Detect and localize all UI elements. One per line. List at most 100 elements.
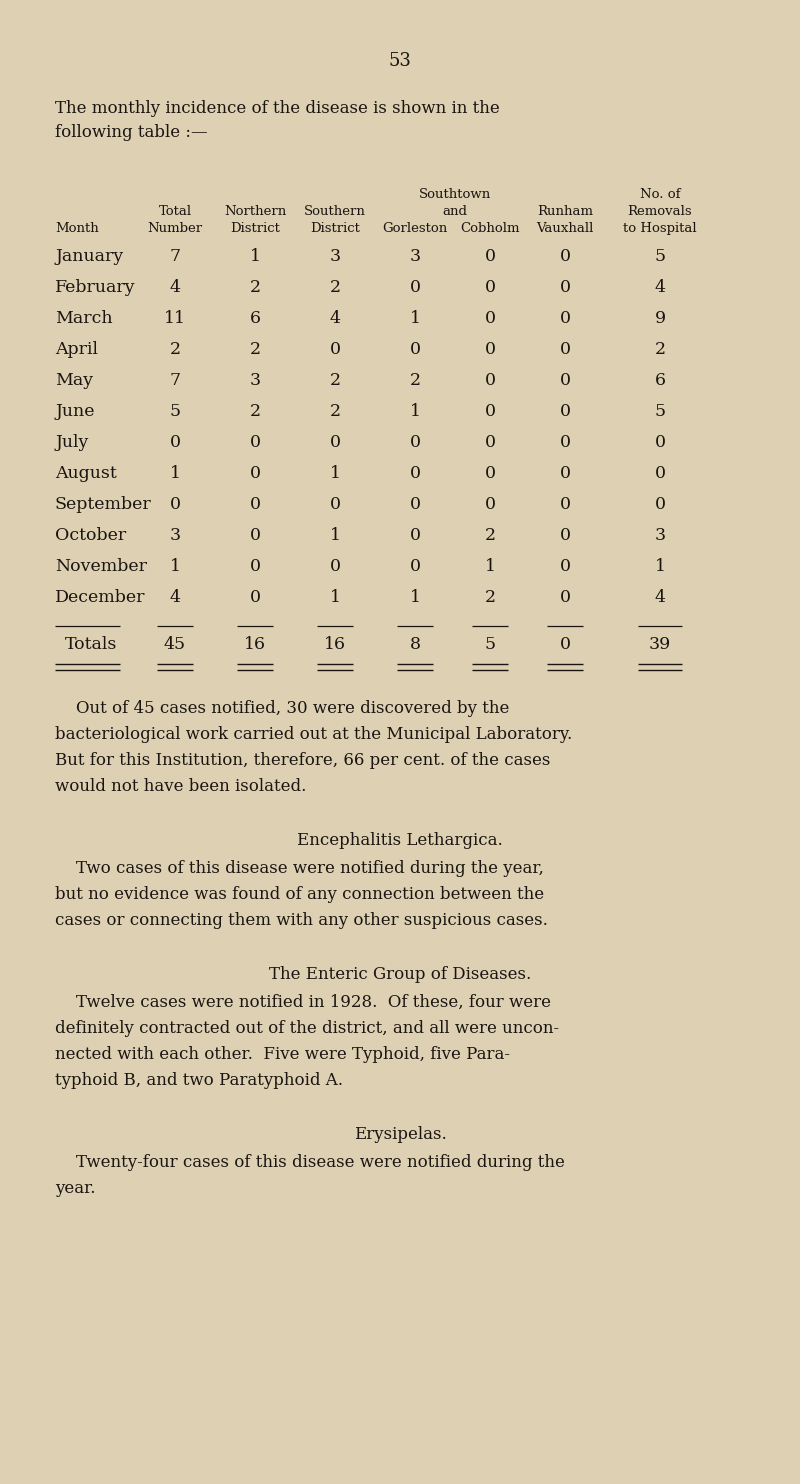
Text: Twenty-four cases of this disease were notified during the: Twenty-four cases of this disease were n…	[55, 1155, 565, 1171]
Text: 0: 0	[250, 496, 261, 513]
Text: definitely contracted out of the district, and all were uncon-: definitely contracted out of the distric…	[55, 1020, 559, 1037]
Text: 0: 0	[410, 527, 421, 545]
Text: 1: 1	[410, 404, 421, 420]
Text: 53: 53	[389, 52, 411, 70]
Text: year.: year.	[55, 1180, 95, 1198]
Text: April: April	[55, 341, 98, 358]
Text: 0: 0	[559, 248, 570, 266]
Text: 3: 3	[250, 372, 261, 389]
Text: 2: 2	[410, 372, 421, 389]
Text: and: and	[442, 205, 467, 218]
Text: District: District	[310, 223, 360, 234]
Text: 1: 1	[330, 527, 341, 545]
Text: 0: 0	[410, 464, 421, 482]
Text: 0: 0	[250, 589, 261, 605]
Text: May: May	[55, 372, 93, 389]
Text: 6: 6	[250, 310, 261, 326]
Text: 0: 0	[410, 496, 421, 513]
Text: 1: 1	[170, 558, 181, 574]
Text: 1: 1	[654, 558, 666, 574]
Text: 0: 0	[170, 496, 181, 513]
Text: 7: 7	[170, 372, 181, 389]
Text: 1: 1	[250, 248, 261, 266]
Text: Southtown: Southtown	[419, 188, 491, 200]
Text: 2: 2	[485, 589, 495, 605]
Text: 0: 0	[559, 372, 570, 389]
Text: 39: 39	[649, 637, 671, 653]
Text: Northern: Northern	[224, 205, 286, 218]
Text: 1: 1	[485, 558, 495, 574]
Text: 5: 5	[485, 637, 495, 653]
Text: 0: 0	[559, 589, 570, 605]
Text: 4: 4	[170, 589, 181, 605]
Text: 16: 16	[244, 637, 266, 653]
Text: June: June	[55, 404, 94, 420]
Text: 0: 0	[250, 558, 261, 574]
Text: 5: 5	[654, 248, 666, 266]
Text: November: November	[55, 558, 147, 574]
Text: 0: 0	[485, 372, 495, 389]
Text: 11: 11	[164, 310, 186, 326]
Text: 0: 0	[559, 433, 570, 451]
Text: 0: 0	[559, 341, 570, 358]
Text: 0: 0	[654, 464, 666, 482]
Text: 2: 2	[250, 404, 261, 420]
Text: Total: Total	[158, 205, 191, 218]
Text: 0: 0	[410, 279, 421, 295]
Text: 0: 0	[559, 404, 570, 420]
Text: 0: 0	[559, 558, 570, 574]
Text: 0: 0	[485, 464, 495, 482]
Text: 3: 3	[654, 527, 666, 545]
Text: 0: 0	[485, 404, 495, 420]
Text: Removals: Removals	[628, 205, 692, 218]
Text: 0: 0	[410, 433, 421, 451]
Text: 0: 0	[330, 558, 341, 574]
Text: 0: 0	[559, 527, 570, 545]
Text: 2: 2	[250, 341, 261, 358]
Text: 45: 45	[164, 637, 186, 653]
Text: 8: 8	[410, 637, 421, 653]
Text: cases or connecting them with any other suspicious cases.: cases or connecting them with any other …	[55, 913, 548, 929]
Text: Month: Month	[55, 223, 98, 234]
Text: 0: 0	[250, 464, 261, 482]
Text: 5: 5	[654, 404, 666, 420]
Text: 2: 2	[654, 341, 666, 358]
Text: 0: 0	[485, 310, 495, 326]
Text: 0: 0	[250, 527, 261, 545]
Text: 0: 0	[485, 279, 495, 295]
Text: Cobholm: Cobholm	[460, 223, 520, 234]
Text: 1: 1	[410, 589, 421, 605]
Text: Out of 45 cases notified, 30 were discovered by the: Out of 45 cases notified, 30 were discov…	[55, 700, 510, 717]
Text: 2: 2	[330, 372, 341, 389]
Text: 0: 0	[410, 558, 421, 574]
Text: Erysipelas.: Erysipelas.	[354, 1126, 446, 1143]
Text: Vauxhall: Vauxhall	[536, 223, 594, 234]
Text: No. of: No. of	[640, 188, 680, 200]
Text: 4: 4	[330, 310, 341, 326]
Text: 2: 2	[330, 404, 341, 420]
Text: 0: 0	[330, 496, 341, 513]
Text: 0: 0	[485, 433, 495, 451]
Text: would not have been isolated.: would not have been isolated.	[55, 778, 306, 795]
Text: 0: 0	[250, 433, 261, 451]
Text: October: October	[55, 527, 126, 545]
Text: January: January	[55, 248, 123, 266]
Text: 9: 9	[654, 310, 666, 326]
Text: 0: 0	[559, 496, 570, 513]
Text: 6: 6	[654, 372, 666, 389]
Text: 1: 1	[330, 589, 341, 605]
Text: 0: 0	[559, 637, 570, 653]
Text: 0: 0	[485, 341, 495, 358]
Text: Totals: Totals	[65, 637, 118, 653]
Text: But for this Institution, therefore, 66 per cent. of the cases: But for this Institution, therefore, 66 …	[55, 752, 550, 769]
Text: 16: 16	[324, 637, 346, 653]
Text: following table :—: following table :—	[55, 125, 208, 141]
Text: Number: Number	[147, 223, 202, 234]
Text: 0: 0	[654, 433, 666, 451]
Text: February: February	[55, 279, 136, 295]
Text: 2: 2	[330, 279, 341, 295]
Text: District: District	[230, 223, 280, 234]
Text: July: July	[55, 433, 88, 451]
Text: August: August	[55, 464, 117, 482]
Text: 1: 1	[410, 310, 421, 326]
